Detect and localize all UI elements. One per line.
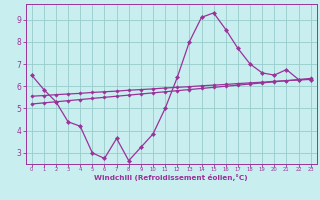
X-axis label: Windchill (Refroidissement éolien,°C): Windchill (Refroidissement éolien,°C)	[94, 174, 248, 181]
